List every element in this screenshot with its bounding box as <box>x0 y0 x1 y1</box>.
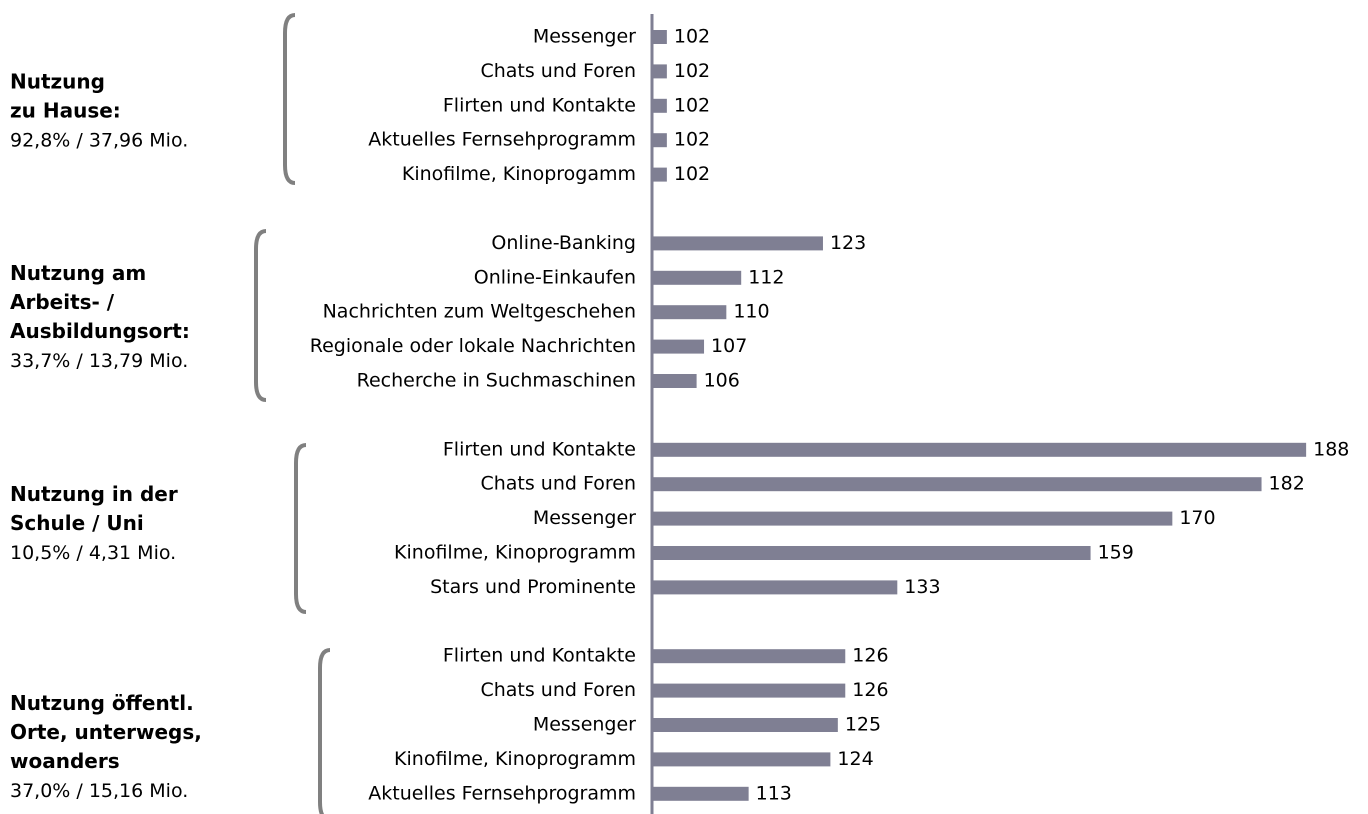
category-label: Nachrichten zum Weltgeschehen <box>323 301 636 323</box>
value-label: 110 <box>733 301 769 323</box>
category-label: Chats und Foren <box>480 60 636 82</box>
group-title: Arbeits- / <box>10 290 115 314</box>
group-bracket <box>294 443 307 614</box>
value-label: 182 <box>1269 473 1305 495</box>
value-label: 159 <box>1098 542 1134 564</box>
group-title: Orte, unterwegs, <box>10 720 202 744</box>
value-label: 102 <box>674 129 710 151</box>
group-bracket <box>318 648 331 814</box>
category-label: Stars und Prominente <box>430 576 636 598</box>
value-label: 102 <box>674 163 710 185</box>
value-label: 102 <box>674 60 710 82</box>
category-label: Messenger <box>533 26 636 48</box>
value-label: 102 <box>674 94 710 116</box>
group-title: Nutzung am <box>10 261 146 285</box>
value-label: 170 <box>1179 507 1215 529</box>
value-label: 124 <box>837 748 873 770</box>
category-label: Chats und Foren <box>480 679 636 701</box>
category-label: Aktuelles Fernsehprogramm <box>368 129 636 151</box>
group-subtitle: 92,8% / 37,96 Mio. <box>10 129 188 151</box>
category-label: Flirten und Kontakte <box>443 94 636 116</box>
value-label: 112 <box>748 266 784 288</box>
value-label: 123 <box>830 232 866 254</box>
bar <box>653 718 838 732</box>
bar <box>653 752 831 767</box>
bar <box>653 133 667 148</box>
category-label: Regionale oder lokale Nachrichten <box>310 335 636 357</box>
bar <box>653 30 667 44</box>
group-title: zu Hause: <box>10 98 121 122</box>
bar <box>653 442 1307 457</box>
bar <box>653 477 1262 492</box>
value-label: 188 <box>1313 438 1349 460</box>
bar <box>653 786 749 801</box>
value-label: 113 <box>756 782 792 804</box>
group-subtitle: 33,7% / 13,79 Mio. <box>10 350 188 372</box>
value-label: 102 <box>674 26 710 48</box>
bar <box>653 98 667 113</box>
group-title: Nutzung öffentl. <box>10 691 194 715</box>
category-label: Kinofilme, Kinoprogramm <box>394 542 636 564</box>
category-label: Flirten und Kontakte <box>443 438 636 460</box>
bar <box>653 649 846 664</box>
group-bracket <box>283 13 296 185</box>
group-bracket <box>254 229 267 402</box>
category-label: Messenger <box>533 714 636 736</box>
group-title: Nutzung <box>10 69 105 93</box>
bar <box>653 64 667 79</box>
bar <box>653 683 846 698</box>
category-label: Online-Einkaufen <box>474 266 636 288</box>
bar <box>653 305 727 320</box>
value-label: 107 <box>711 335 747 357</box>
bar <box>653 374 697 388</box>
category-label: Kinofilme, Kinoprogramm <box>394 748 636 770</box>
value-label: 126 <box>852 679 888 701</box>
group-subtitle: 37,0% / 15,16 Mio. <box>10 780 188 802</box>
category-label: Aktuelles Fernsehprogramm <box>368 782 636 804</box>
bar <box>653 580 898 595</box>
value-label: 125 <box>845 714 881 736</box>
group-subtitle: 10,5% / 4,31 Mio. <box>10 542 176 564</box>
category-label: Recherche in Suchmaschinen <box>357 370 636 392</box>
category-label: Flirten und Kontakte <box>443 645 636 667</box>
category-label: Kinofilme, Kinoprogamm <box>402 163 636 185</box>
group-title: Ausbildungsort: <box>10 319 190 343</box>
category-label: Messenger <box>533 507 636 529</box>
bar <box>653 236 823 251</box>
group-title: Nutzung in der <box>10 482 178 506</box>
group-title: Schule / Uni <box>10 511 144 535</box>
bar <box>653 339 705 354</box>
value-label: 106 <box>704 370 740 392</box>
value-label: 126 <box>852 645 888 667</box>
value-label: 133 <box>904 576 940 598</box>
category-label: Chats und Foren <box>480 473 636 495</box>
bar <box>653 270 742 285</box>
bar <box>653 511 1173 526</box>
bar <box>653 167 667 182</box>
bar <box>653 546 1091 560</box>
group-title: woanders <box>10 749 120 773</box>
category-label: Online-Banking <box>491 232 636 254</box>
